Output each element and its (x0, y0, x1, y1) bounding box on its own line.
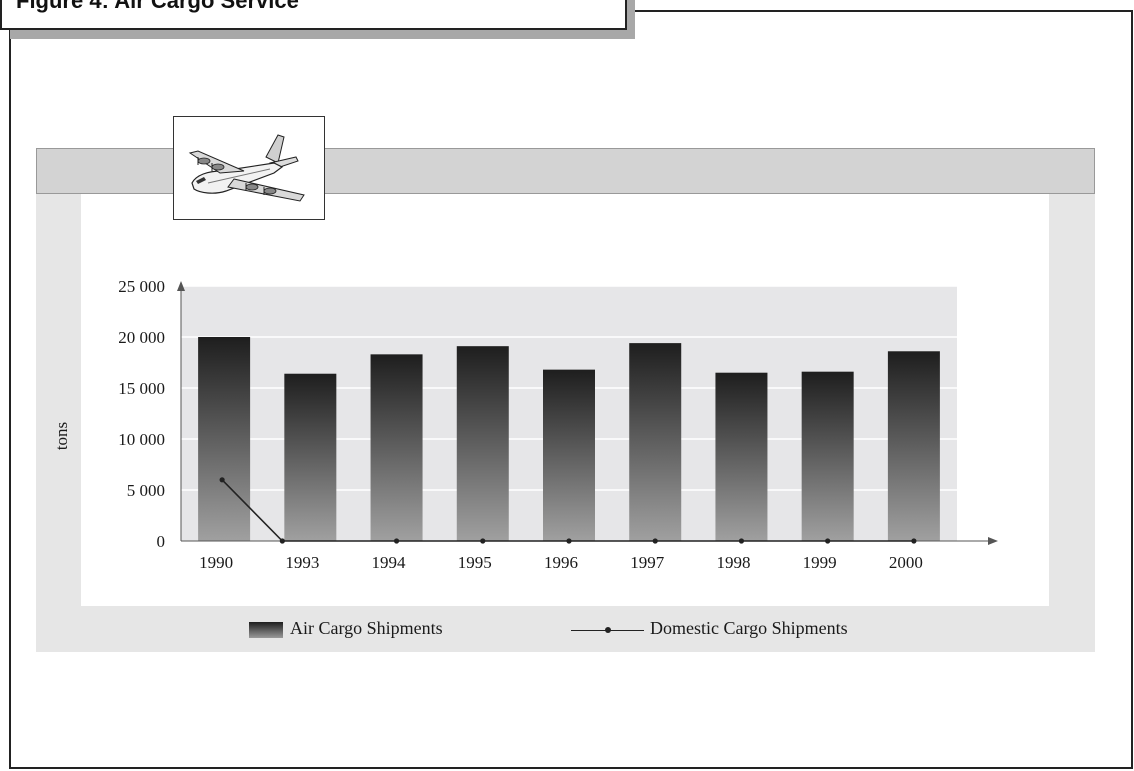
x-tick-label: 1995 (458, 553, 492, 572)
x-tick-label: 1998 (716, 553, 750, 572)
point-domestic-1994 (393, 538, 400, 544)
bar-1995 (456, 346, 509, 541)
bar-1990 (198, 337, 251, 541)
legend-label-domestic-cargo: Domestic Cargo Shipments (650, 618, 848, 638)
point-domestic-1995 (480, 538, 486, 544)
point-domestic-2000 (911, 538, 917, 544)
y-tick-label: 10 000 (118, 430, 165, 449)
point-domestic-1996 (566, 538, 572, 544)
bar-1999 (801, 371, 854, 541)
legend-label-air-cargo: Air Cargo Shipments (290, 618, 443, 638)
bar-1993 (284, 373, 337, 541)
frame-top-border (630, 10, 1133, 12)
x-tick-label: 2000 (889, 553, 923, 572)
legend-marker-domestic-cargo (605, 627, 611, 633)
y-tick-label: 0 (157, 532, 166, 551)
y-axis-arrow (177, 281, 185, 291)
airplane-illustration-box (173, 116, 325, 220)
point-domestic-1999 (825, 538, 831, 544)
figure-frame (9, 10, 1133, 769)
point-domestic-1997 (652, 538, 658, 544)
x-tick-label: 1990 (199, 553, 233, 572)
bar-1997 (629, 343, 682, 541)
bar-1998 (715, 372, 768, 541)
y-tick-label: 15 000 (118, 379, 165, 398)
x-tick-label: 1997 (630, 553, 665, 572)
bar-1994 (370, 354, 423, 541)
title-box (0, 0, 627, 30)
legend-swatch-air-cargo (249, 622, 283, 638)
x-tick-label: 1994 (372, 553, 407, 572)
y-tick-label: 20 000 (118, 328, 165, 347)
point-domestic-1993 (279, 538, 285, 544)
y-tick-label: 5 000 (127, 481, 165, 500)
x-tick-label: 1993 (285, 553, 319, 572)
y-axis-title: tons (52, 422, 71, 450)
bar-2000 (887, 351, 940, 541)
figure-title: Figure 4: Air Cargo Service (16, 0, 299, 13)
bar-1996 (543, 369, 595, 541)
x-tick-label: 1999 (803, 553, 837, 572)
chart-legend: Air Cargo Shipments Domestic Cargo Shipm… (0, 618, 1134, 646)
x-axis-arrow (988, 537, 998, 545)
x-tick-label: 1996 (544, 553, 578, 572)
cargo-airplane-icon (188, 134, 305, 202)
y-tick-label: 25 000 (118, 277, 165, 296)
point-domestic-1998 (738, 538, 745, 544)
point-domestic-1990 (219, 477, 225, 483)
